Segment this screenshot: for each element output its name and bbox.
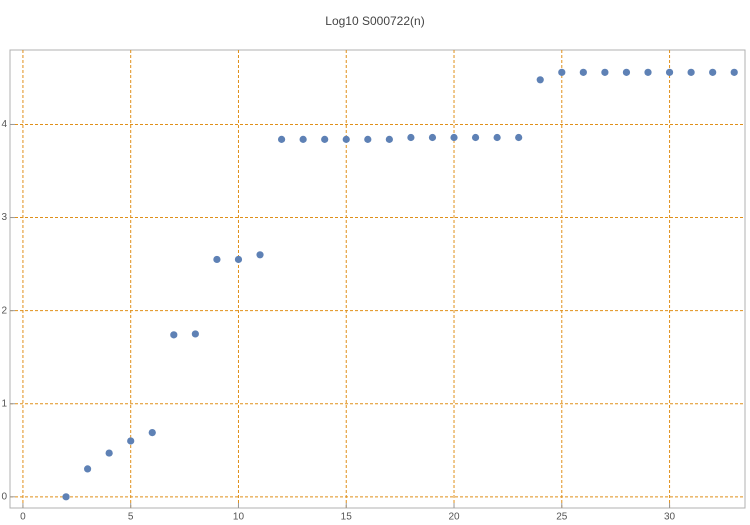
point <box>234 255 243 264</box>
point <box>213 255 221 264</box>
point <box>493 133 501 142</box>
point <box>191 330 199 338</box>
point <box>709 68 717 76</box>
y-tick-label: 1 <box>1 398 7 409</box>
point <box>471 133 480 142</box>
point <box>83 465 92 473</box>
point <box>558 68 566 76</box>
point <box>170 331 178 339</box>
y-tick-label: 4 <box>1 119 7 130</box>
point <box>687 68 695 76</box>
x-tick-label: 0 <box>20 512 26 523</box>
point <box>148 428 156 437</box>
frame <box>9 49 746 509</box>
point <box>321 135 329 143</box>
point <box>342 135 350 143</box>
y-tick-label: 3 <box>1 212 7 223</box>
point <box>428 133 437 142</box>
point <box>665 68 674 76</box>
point <box>105 449 113 457</box>
point <box>62 493 70 501</box>
x-tick-label: 20 <box>448 512 460 523</box>
point <box>256 251 264 259</box>
point <box>407 133 415 142</box>
point <box>601 68 609 76</box>
point <box>536 76 544 84</box>
point <box>385 135 393 143</box>
x-tick-label: 5 <box>128 512 134 523</box>
point <box>127 437 135 445</box>
x-tick-label: 25 <box>556 512 568 523</box>
point <box>364 135 372 143</box>
point <box>515 133 523 142</box>
y-tick-label: 2 <box>1 305 7 316</box>
point <box>579 68 587 76</box>
x-tick-label: 10 <box>233 512 245 523</box>
point <box>622 68 631 76</box>
point <box>277 135 286 143</box>
point <box>450 133 458 142</box>
chart-title: Log10 S000722(n) <box>325 14 424 28</box>
y-tick-label: 0 <box>1 491 7 502</box>
x-tick-label: 15 <box>341 512 353 523</box>
point <box>730 68 738 76</box>
point <box>644 68 652 76</box>
x-tick-label: 30 <box>664 512 676 523</box>
point <box>299 135 307 143</box>
